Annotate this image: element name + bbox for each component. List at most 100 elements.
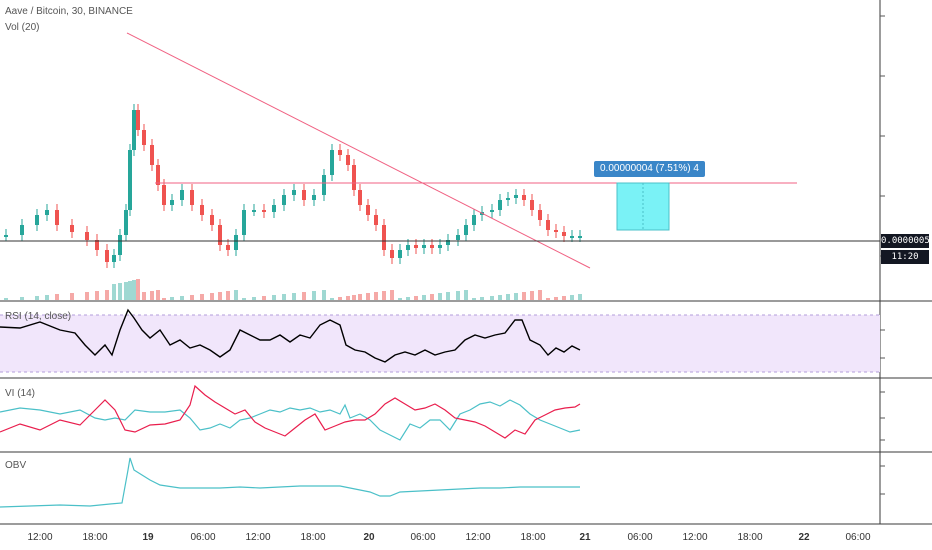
candle-body <box>142 130 146 145</box>
time-tick: 19 <box>142 532 154 543</box>
candle-body <box>538 210 542 220</box>
candle-body <box>70 225 74 232</box>
candle-body <box>570 236 574 238</box>
candle-body <box>45 210 49 215</box>
candle-body <box>374 215 378 225</box>
candle-body <box>346 155 350 165</box>
volume-bar <box>312 291 316 300</box>
candle-body <box>554 230 558 232</box>
candle-body <box>422 245 426 248</box>
volume-bar <box>226 291 230 300</box>
candle-body <box>162 185 166 205</box>
time-tick: 12:00 <box>245 532 271 543</box>
volume-bar <box>322 290 326 300</box>
candle-body <box>352 165 356 190</box>
obv-legend[interactable]: OBV <box>5 460 27 471</box>
volume-bar <box>382 291 386 300</box>
volume-bar <box>55 294 59 300</box>
candle-body <box>242 210 246 235</box>
volume-bar <box>352 295 356 300</box>
volume-bar <box>554 297 558 300</box>
rsi-band <box>0 315 880 372</box>
rsi-legend[interactable]: RSI (14, close) <box>5 311 72 322</box>
candle-body <box>382 225 386 250</box>
candle-body <box>55 210 59 225</box>
time-tick: 18:00 <box>300 532 326 543</box>
candle-body <box>390 250 394 258</box>
time-tick: 20 <box>363 532 375 543</box>
candlesticks <box>4 104 582 268</box>
volume-bar <box>480 297 484 300</box>
time-tick: 12:00 <box>465 532 491 543</box>
candle-body <box>262 210 266 212</box>
candle-body <box>498 200 502 210</box>
candle-body <box>464 225 468 235</box>
time-tick: 06:00 <box>627 532 653 543</box>
volume-bar <box>538 290 542 300</box>
volume-bar <box>112 284 116 300</box>
volume-bar <box>398 298 402 300</box>
volume-bar <box>490 296 494 300</box>
volume-bar <box>498 295 502 300</box>
volume-bar <box>562 296 566 300</box>
vi-minus-line <box>0 384 581 439</box>
candle-body <box>456 235 460 240</box>
time-tick: 06:00 <box>190 532 216 543</box>
candle-body <box>150 145 154 165</box>
volume-bars <box>4 279 582 300</box>
volume-bar <box>190 295 194 300</box>
candle-body <box>406 245 410 250</box>
candle-body <box>132 110 136 150</box>
volume-bar <box>302 292 306 300</box>
volume-bar <box>530 291 534 300</box>
time-tick: 18:00 <box>520 532 546 543</box>
trendline-descending <box>126 32 591 269</box>
candle-body <box>112 255 116 262</box>
candle-body <box>530 200 534 210</box>
volume-bar <box>330 298 334 300</box>
volume-bar <box>20 297 24 300</box>
volume-bar <box>522 292 526 300</box>
vi-legend[interactable]: VI (14) <box>5 388 36 399</box>
candle-body <box>562 232 566 236</box>
candle-body <box>234 235 238 250</box>
volume-bar <box>358 294 362 300</box>
time-tick: 18:00 <box>737 532 763 543</box>
bar-countdown-badge: 11:20 <box>881 250 929 264</box>
time-tick: 12:00 <box>682 532 708 543</box>
volume-bar <box>338 297 342 300</box>
volume-bar <box>422 295 426 300</box>
candle-body <box>156 165 160 185</box>
candle-body <box>430 245 434 248</box>
candle-body <box>506 198 510 200</box>
candle-body <box>438 245 442 248</box>
volume-bar <box>390 290 394 300</box>
time-tick: 22 <box>798 532 810 543</box>
volume-bar <box>570 295 574 300</box>
volume-bar <box>374 292 378 300</box>
candle-body <box>128 150 132 210</box>
time-tick: 06:00 <box>845 532 871 543</box>
time-tick: 06:00 <box>410 532 436 543</box>
candle-body <box>358 190 362 205</box>
measure-label: 0.00000004 (7.51%) 4 <box>594 161 705 177</box>
symbol-legend[interactable]: Aave / Bitcoin, 30, BINANCE <box>5 6 133 17</box>
volume-bar <box>218 292 222 300</box>
candle-body <box>330 150 334 175</box>
volume-bar <box>200 294 204 300</box>
volume-bar <box>252 297 256 300</box>
candle-body <box>546 220 550 230</box>
candle-body <box>226 245 230 250</box>
candle-body <box>190 190 194 205</box>
candle-body <box>322 175 326 195</box>
candle-body <box>414 245 418 248</box>
candle-body <box>4 235 8 237</box>
measure-range-box <box>616 182 670 231</box>
time-tick: 12:00 <box>27 532 53 543</box>
volume-legend[interactable]: Vol (20) <box>5 22 40 33</box>
candle-body <box>35 215 39 225</box>
volume-bar <box>234 290 238 300</box>
volume-bar <box>346 296 350 300</box>
candle-body <box>124 210 128 235</box>
